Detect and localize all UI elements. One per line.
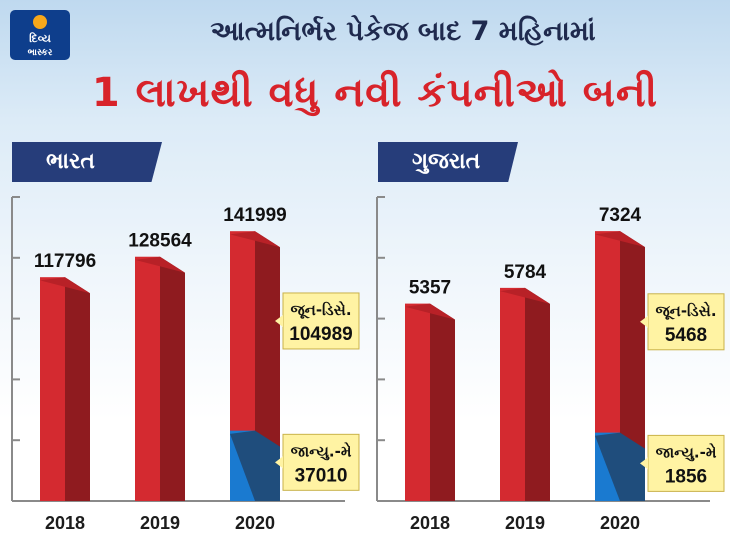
- bar-2019: [500, 287, 550, 501]
- bar-value-label: 128564: [128, 231, 192, 252]
- callout-label: જૂન-ડિસે.: [290, 300, 351, 319]
- callout-value: 104989: [289, 324, 352, 345]
- callout-pointer: [640, 457, 648, 470]
- sun-icon: [33, 15, 47, 29]
- india-bar-chart: 117796 2018 128564 2019 141999 2020 જૂન-ડિસે. 1…: [11, 196, 360, 533]
- headline-line-2: 1 લાખથી વધુ નવી કંપનીઓ બની: [91, 70, 659, 116]
- bar-value-label: 5784: [504, 262, 547, 283]
- callout-jan-may: જાન્યુ.-મે 1856: [640, 434, 725, 492]
- callout-box: [647, 293, 725, 351]
- svg-text:ભાસ્કર: ભાસ્કર: [28, 47, 53, 58]
- bar-roof: [230, 231, 280, 248]
- bar-value-label: 141999: [223, 205, 286, 226]
- bar-roof: [135, 256, 185, 273]
- bar-side-face: [160, 256, 185, 501]
- bar-segment-jan-may-side: [595, 432, 645, 501]
- bar-2020: [230, 231, 280, 501]
- bar-2018: [40, 277, 90, 501]
- callout-value: 5468: [665, 325, 707, 346]
- bar-segment-jan-may-side: [230, 430, 280, 501]
- bar-2020: [595, 231, 645, 501]
- callout-box: [647, 434, 725, 492]
- bar-side-face: [65, 277, 90, 501]
- x-tick-label: 2018: [45, 513, 85, 533]
- callout-jun-dec: જૂન-ડિસે. 104989: [275, 292, 360, 350]
- bar-2018: [405, 303, 455, 501]
- bar-value-label: 117796: [34, 251, 96, 272]
- bar-side-face: [430, 303, 455, 501]
- callout-label: જૂન-ડિસે.: [655, 301, 716, 320]
- bar-roof: [500, 287, 550, 304]
- bar-value-label: 5357: [409, 278, 451, 299]
- gujarat-bar-chart: 5357 2018 5784 2019 7324 2020 જૂન-ડિસે. 5468 જાન…: [376, 196, 725, 533]
- callout-label: જાન્યુ.-મે: [291, 441, 352, 460]
- x-tick-label: 2019: [505, 513, 545, 533]
- x-tick-label: 2018: [410, 513, 450, 533]
- bar-front-face: [500, 287, 525, 501]
- bar-side-face: [525, 287, 550, 501]
- x-tick-label: 2020: [600, 513, 640, 533]
- callout-value: 1856: [665, 466, 707, 487]
- divya-bhaskar-logo: દિવ્ય ભાસ્કર: [10, 10, 70, 60]
- bar-front-face: [40, 277, 65, 501]
- gujarat-chart-label: ગુજરાત: [378, 142, 518, 182]
- bar-side-face: [620, 231, 645, 501]
- bar-side-face: [255, 231, 280, 501]
- callout-value: 37010: [295, 465, 348, 486]
- headline-line-1: આત્મનિર્ભર પેકેજ બાદ 7 મહિનામાં: [210, 16, 596, 47]
- bar-roof: [40, 277, 90, 294]
- callout-jun-dec: જૂન-ડિસે. 5468: [640, 293, 725, 351]
- callout-jan-may: જાન્યુ.-મે 37010: [275, 433, 360, 491]
- callout-box: [282, 292, 360, 350]
- callout-label: જાન્યુ.-મે: [656, 442, 717, 461]
- x-tick-label: 2020: [235, 513, 275, 533]
- callout-box: [282, 433, 360, 491]
- x-tick-label: 2019: [140, 513, 180, 533]
- svg-text:દિવ્ય: દિવ્ય: [29, 31, 51, 45]
- bar-front-face: [405, 303, 430, 501]
- bar-value-label: 7324: [599, 205, 642, 226]
- india-chart-label: ભારત: [12, 142, 162, 182]
- bar-roof: [595, 231, 645, 248]
- bar-front-face: [135, 256, 160, 501]
- bar-2019: [135, 256, 185, 501]
- callout-pointer: [275, 456, 283, 469]
- callout-pointer: [275, 314, 283, 327]
- callout-pointer: [640, 315, 648, 328]
- bar-roof: [405, 303, 455, 320]
